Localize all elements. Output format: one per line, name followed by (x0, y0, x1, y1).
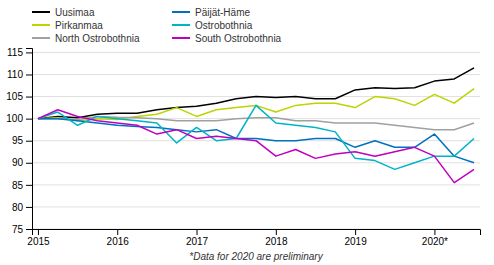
legend-label: Ostrobothnia (195, 20, 253, 31)
tick-mark (26, 185, 32, 186)
tick-mark (26, 207, 32, 208)
legend-swatch (32, 24, 50, 26)
tick: 2017 (186, 229, 209, 247)
grid-line (32, 74, 480, 75)
tick-mark (26, 119, 32, 120)
tick-mark (26, 97, 32, 98)
tick-label: 115 (7, 47, 23, 58)
grid-line (32, 52, 480, 53)
legend-label: Pirkanmaa (55, 20, 103, 31)
chart-container: 7580859095100105110115201520162017201820… (0, 0, 494, 265)
chart: 7580859095100105110115201520162017201820… (0, 0, 494, 265)
tick-label: 110 (7, 69, 23, 80)
grid (32, 52, 480, 229)
tick-label: 2015 (27, 236, 50, 247)
grid-line (32, 184, 480, 185)
tick-label: 75 (12, 224, 24, 235)
tick-mark (26, 52, 32, 53)
legend-item: Päijät-Häme (172, 7, 250, 18)
tick: 95 (12, 135, 32, 146)
y-axis: 75 80 85 90 95 100 105 110 115 (6, 47, 32, 235)
series-line (38, 68, 474, 119)
tick-label: 2016 (107, 236, 130, 247)
axis-line (33, 230, 481, 236)
legend-label: South Ostrobothnia (195, 33, 282, 44)
tick-label: 2018 (265, 236, 288, 247)
legend-swatch (172, 24, 190, 26)
grid-line (32, 206, 480, 207)
tick-label: 85 (12, 180, 24, 191)
tick: 85 (12, 180, 32, 191)
tick: 100 (6, 113, 32, 124)
legend-label: Päijät-Häme (195, 7, 250, 18)
tick-mark (117, 229, 118, 235)
tick-label: 100 (6, 113, 23, 124)
tick: 2019 (344, 229, 367, 247)
tick-mark (434, 229, 435, 235)
footnote: *Data for 2020 are preliminary (189, 251, 323, 262)
tick: 75 (12, 224, 32, 235)
legend-item: Uusimaa (32, 7, 95, 18)
tick-label: 95 (12, 135, 24, 146)
legend-item: Pirkanmaa (32, 20, 103, 31)
tick-label: 2017 (186, 236, 209, 247)
legend-item: Ostrobothnia (172, 20, 253, 31)
legend-label: Uusimaa (55, 7, 95, 18)
legend-swatch (32, 37, 50, 39)
tick-mark (26, 74, 32, 75)
axis-line (26, 49, 33, 230)
tick: 2018 (265, 229, 288, 247)
tick: 2015 (27, 229, 50, 247)
tick: 110 (7, 69, 32, 80)
tick-mark (38, 229, 39, 235)
tick: 105 (6, 91, 32, 102)
tick: 115 (7, 47, 32, 58)
legend-label: North Ostrobothnia (55, 33, 140, 44)
tick-label: 2020* (422, 236, 448, 247)
legend-swatch (32, 11, 50, 13)
legend-swatch (172, 11, 190, 13)
legend-item: North Ostrobothnia (32, 33, 140, 44)
legend-swatch (172, 37, 190, 39)
tick-label: 2019 (344, 236, 367, 247)
plot: 7580859095100105110115201520162017201820… (6, 47, 480, 247)
lines (38, 68, 474, 183)
tick-label: 80 (12, 202, 24, 213)
legend-item: South Ostrobothnia (172, 33, 282, 44)
tick-mark (26, 163, 32, 164)
tick-mark (197, 229, 198, 235)
tick: 2016 (107, 229, 130, 247)
tick-mark (355, 229, 356, 235)
legend: Uusimaa Pirkanmaa North Ostrobothnia Päijät… (32, 7, 282, 44)
series-line (38, 110, 474, 183)
tick: 80 (12, 202, 32, 213)
series-line (38, 105, 474, 169)
x-axis: 2015 2016 2017 2018 2019 2020* (27, 229, 480, 247)
tick-label: 105 (6, 91, 23, 102)
tick-label: 90 (12, 157, 24, 168)
tick: 90 (12, 157, 32, 168)
tick-mark (26, 229, 32, 230)
tick-mark (26, 141, 32, 142)
tick: 2020* (422, 229, 448, 247)
tick-mark (276, 229, 277, 235)
